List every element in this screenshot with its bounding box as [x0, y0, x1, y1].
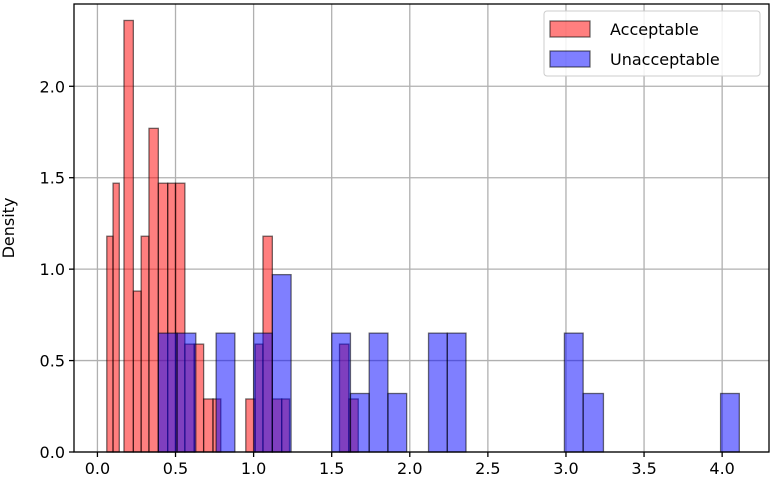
bar-acceptable	[148, 127, 159, 453]
legend-label-acceptable: Acceptable	[610, 20, 699, 39]
bar-unacceptable	[349, 392, 370, 453]
legend-box	[543, 10, 761, 77]
x-tick-label: 2.5	[475, 459, 500, 478]
bar-unacceptable	[387, 392, 408, 453]
bar-unacceptable	[582, 392, 605, 453]
legend-swatch-unacceptable	[549, 50, 591, 68]
bar-unacceptable	[719, 392, 740, 453]
y-tick-label: 0.0	[40, 443, 65, 462]
x-tick-label: 0.0	[85, 459, 110, 478]
bar-unacceptable	[271, 273, 292, 453]
y-tick-label: 1.0	[40, 260, 65, 279]
x-tick-label: 3.5	[631, 459, 656, 478]
ticks: 0.0 0.5 1.0 1.5 2.0 2.5 3.0 3.5 4.0 0.0 0.5 1.0 1.5 2…	[40, 77, 735, 478]
bar-acceptable	[202, 398, 214, 453]
bar-acceptable	[140, 235, 150, 453]
y-axis-label: Density	[0, 198, 18, 259]
legend-label-unacceptable: Unacceptable	[610, 50, 720, 69]
axes	[73, 3, 770, 453]
bars	[106, 19, 740, 453]
legend-swatch-acceptable	[549, 20, 591, 38]
plot-frame	[73, 3, 770, 453]
bar-acceptable	[132, 290, 142, 453]
x-tick-label: 0.5	[163, 459, 188, 478]
legend: Acceptable Unacceptable	[543, 10, 761, 77]
bar-acceptable	[123, 19, 134, 453]
bar-unacceptable	[176, 332, 197, 453]
x-tick-label: 2.0	[397, 459, 422, 478]
bar-acceptable	[112, 182, 120, 453]
bar-unacceptable	[446, 332, 467, 453]
bar-unacceptable	[427, 332, 448, 453]
y-tick-label: 2.0	[40, 77, 65, 96]
bar-unacceptable	[157, 332, 178, 453]
bar-unacceptable	[563, 332, 584, 453]
bar-unacceptable	[215, 332, 236, 453]
y-tick-label: 1.5	[40, 169, 65, 188]
x-tick-label: 4.0	[709, 459, 734, 478]
x-tick-label: 1.0	[241, 459, 266, 478]
x-tick-label: 3.0	[553, 459, 578, 478]
x-tick-label: 1.5	[319, 459, 344, 478]
bar-unacceptable	[331, 332, 352, 453]
bar-unacceptable	[252, 332, 273, 453]
bar-unacceptable	[368, 332, 389, 453]
bar-acceptable	[106, 235, 114, 453]
y-tick-label: 0.5	[40, 352, 65, 371]
